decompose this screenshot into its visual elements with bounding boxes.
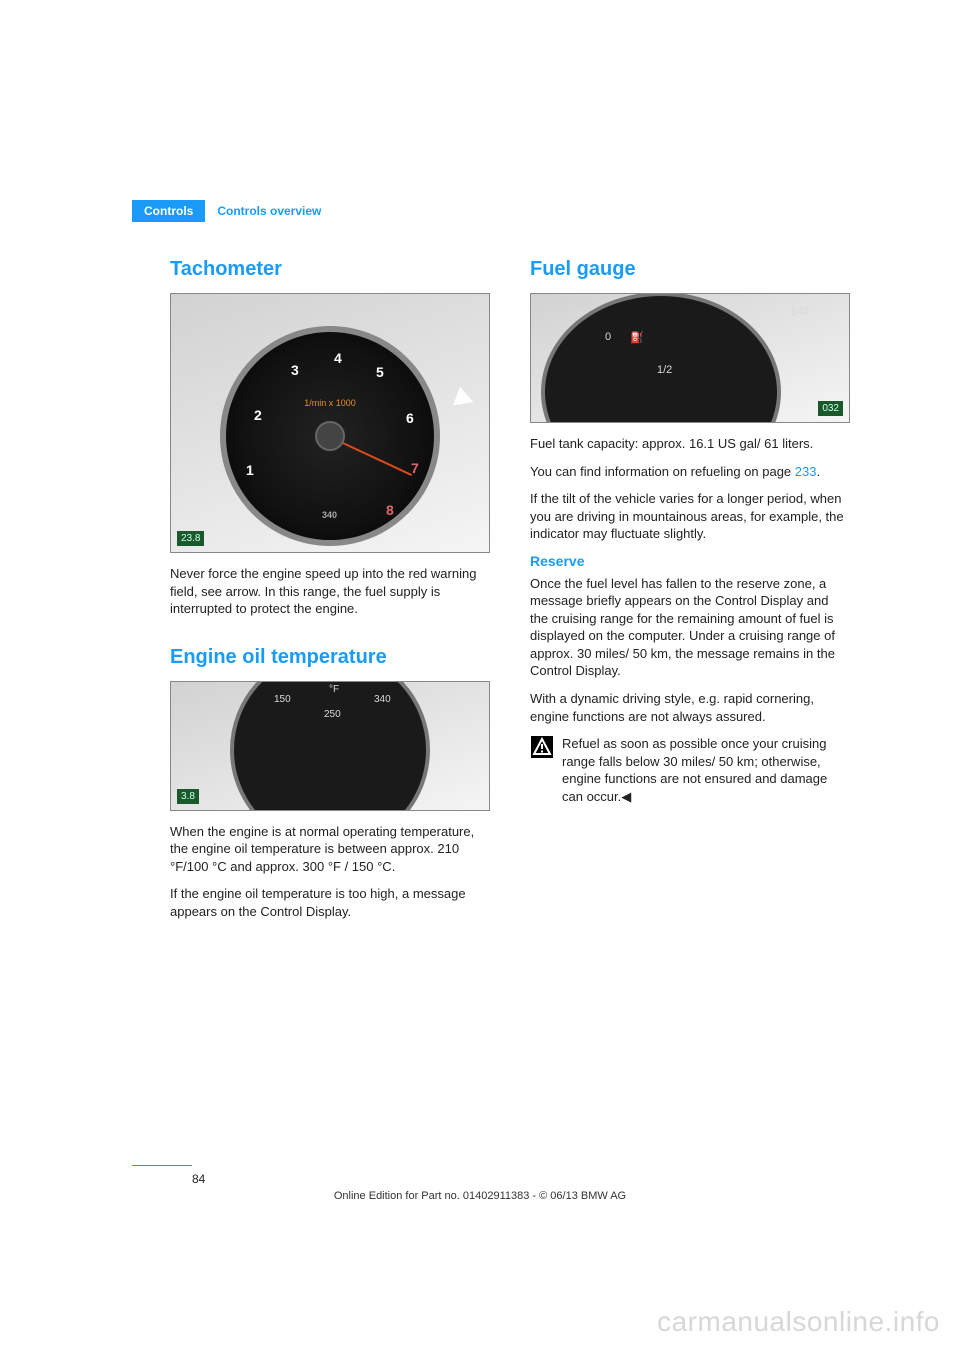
speed-label-140: 140 [791,306,809,318]
red-zone-arrow-icon [453,387,477,412]
tachometer-dial: 1/min x 1000 1 2 3 4 5 6 7 8 340 [220,326,440,546]
tacho-num-6: 6 [406,410,414,426]
watermark: carmanualsonline.info [657,1306,940,1338]
page-link-233[interactable]: 233 [795,464,817,479]
footer-copyright: Online Edition for Part no. 01402911383 … [0,1190,960,1202]
fuel-paragraph-2: You can find information on refueling on… [530,463,850,481]
fuel-paragraph-3: If the tilt of the vehicle varies for a … [530,490,850,543]
odometer-left: 23.8 [177,531,204,546]
tab-controls[interactable]: Controls [132,200,205,222]
oil-paragraph-1: When the engine is at normal operating t… [170,823,490,876]
right-column: Fuel gauge 20 140 0 1/2 ⛽ 032 Fuel tank … [530,250,850,1158]
figure-fuel-gauge: 20 140 0 1/2 ⛽ 032 [530,293,850,423]
tacho-num-2: 2 [254,407,262,423]
tachometer-hub [315,421,345,451]
tacho-num-8: 8 [386,502,394,518]
left-column: Tachometer 1/min x 1000 1 2 3 4 5 6 7 8 … [170,250,490,1158]
oil-scale-150: 150 [274,694,291,705]
heading-reserve: Reserve [530,553,850,569]
reserve-paragraph-1: Once the fuel level has fallen to the re… [530,575,850,680]
warning-triangle-icon [530,735,554,759]
figure-tachometer: 1/min x 1000 1 2 3 4 5 6 7 8 340 23.8 [170,293,490,553]
manual-page: Controls Controls overview Tachometer 1/… [0,0,960,1358]
tacho-num-4: 4 [334,350,342,366]
content-columns: Tachometer 1/min x 1000 1 2 3 4 5 6 7 8 … [170,250,850,1158]
heading-engine-oil-temp: Engine oil temperature [170,646,490,669]
tacho-num-3: 3 [291,362,299,378]
tacho-sub-odo: 340 [322,510,337,520]
tacho-num-1: 1 [246,462,254,478]
page-number: 84 [192,1172,205,1186]
reserve-warning: Refuel as soon as possible once your cru… [530,735,850,805]
fuel-pump-icon: ⛽ [630,331,644,344]
page-number-bar [132,1165,192,1166]
odometer-right: 032 [818,401,843,416]
tachometer-unit-label: 1/min x 1000 [304,398,356,408]
fuel-paragraph-1: Fuel tank capacity: approx. 16.1 US gal/… [530,435,850,453]
oil-scale-340: 340 [374,694,391,705]
heading-tachometer: Tachometer [170,258,490,281]
heading-fuel-gauge: Fuel gauge [530,258,850,281]
reserve-warning-text: Refuel as soon as possible once your cru… [562,735,850,805]
oil-gauge-arc: 150 250 340 °F [230,681,430,811]
fuel-p2-a: You can find information on refueling on… [530,464,795,479]
figure-oil-temp: 150 250 340 °F 3.8 [170,681,490,811]
oil-paragraph-2: If the engine oil temperature is too hig… [170,885,490,920]
tacho-num-5: 5 [376,364,384,380]
reserve-paragraph-2: With a dynamic driving style, e.g. rapid… [530,690,850,725]
oil-unit: °F [329,684,339,695]
fuel-p2-b: . [816,464,820,479]
breadcrumb-tabs: Controls Controls overview [132,200,333,222]
fuel-scale-0: 0 [605,331,611,343]
fuel-scale-half: 1/2 [657,364,672,376]
tachometer-paragraph: Never force the engine speed up into the… [170,565,490,618]
oil-scale-250: 250 [324,709,341,720]
oil-odometer-left: 3.8 [177,789,199,804]
tab-controls-overview[interactable]: Controls overview [205,200,333,222]
